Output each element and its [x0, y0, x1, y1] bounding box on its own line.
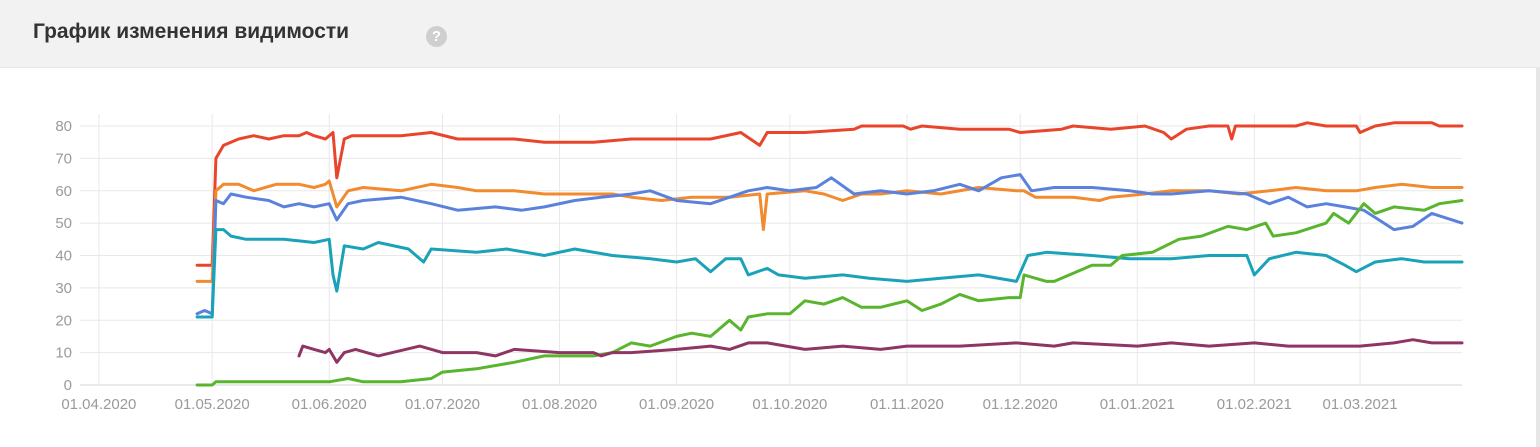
question-circle-icon[interactable]: ? [426, 26, 447, 47]
x-tick-label: 01.09.2020 [639, 396, 714, 413]
y-tick-label: 80 [55, 118, 72, 135]
series-line-3[interactable] [195, 173, 1464, 316]
y-tick-label: 50 [55, 215, 72, 232]
panel-title: График изменения видимости [33, 20, 350, 43]
y-tick-label: 0 [64, 377, 72, 394]
series-lines [195, 121, 1464, 387]
y-tick-label: 40 [55, 248, 72, 265]
series-line-6[interactable] [297, 338, 1464, 364]
x-tick-label: 01.06.2020 [292, 396, 367, 413]
tick-labels: 0 10 20 30 40 50 60 70 80 01.04.2020 01.05.2020 01.… [55, 118, 1397, 413]
x-tick-label: 01.11.2020 [870, 396, 944, 413]
scrollbar-edge [1536, 68, 1540, 447]
x-tick-label: 01.02.2021 [1217, 396, 1292, 413]
y-tick-label: 60 [55, 183, 72, 200]
visibility-chart: 0 10 20 30 40 50 60 70 80 01.04.2020 01.05.2020 01.… [55, 114, 1464, 413]
series-line-1[interactable] [195, 121, 1464, 267]
x-tick-label: 01.10.2020 [752, 396, 827, 413]
series-line-5[interactable] [195, 199, 1464, 387]
x-tick-label: 01.12.2020 [983, 396, 1058, 413]
y-tick-label: 30 [55, 280, 72, 297]
x-tick-label: 01.04.2020 [61, 396, 136, 413]
series-line-2[interactable] [195, 179, 1464, 283]
x-tick-label: 01.07.2020 [405, 396, 480, 413]
series-line-4[interactable] [195, 228, 1464, 319]
x-tick-label: 01.08.2020 [522, 396, 597, 413]
x-tick-label: 01.05.2020 [175, 396, 250, 413]
panel-header: График изменения видимости ? [0, 0, 1540, 68]
x-tick-label: 01.01.2021 [1100, 396, 1175, 413]
y-tick-label: 10 [55, 345, 72, 362]
y-tick-label: 70 [55, 150, 72, 167]
x-tick-label: 01.03.2021 [1323, 396, 1398, 413]
y-tick-label: 20 [55, 312, 72, 329]
